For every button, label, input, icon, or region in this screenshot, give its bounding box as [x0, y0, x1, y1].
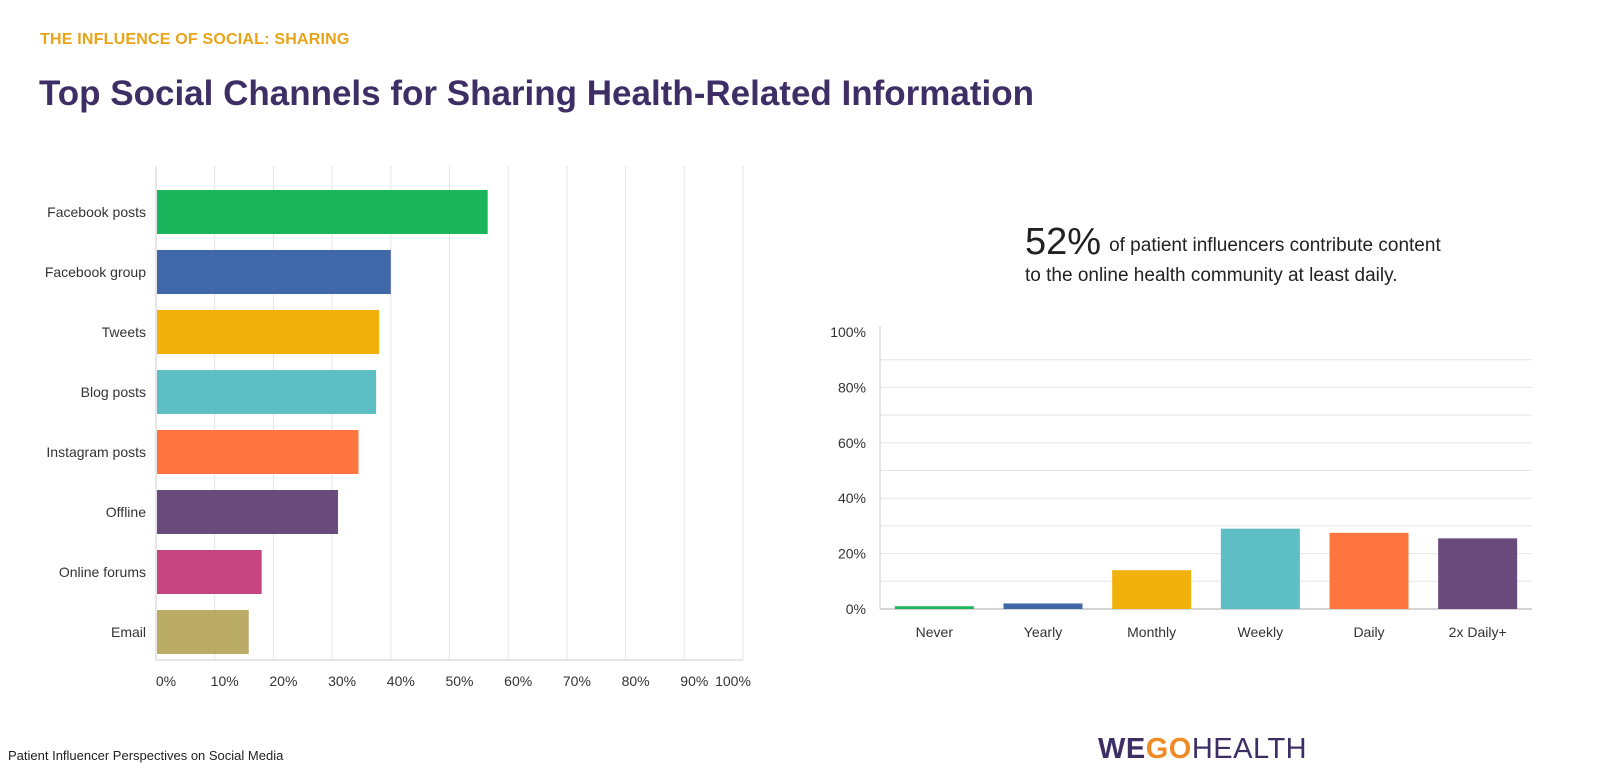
bar	[894, 606, 974, 609]
wego-health-logo: WEGOHEALTH	[1098, 733, 1308, 765]
x-tick-label: 100%	[715, 673, 751, 689]
bar	[1112, 570, 1192, 609]
category-label: Online forums	[59, 564, 146, 580]
bar	[1329, 532, 1409, 609]
category-label: Daily	[1353, 624, 1384, 640]
y-tick-label: 20%	[838, 546, 866, 562]
category-label: Yearly	[1024, 624, 1062, 640]
page-title: Top Social Channels for Sharing Health-R…	[39, 74, 1035, 113]
bar	[157, 310, 380, 354]
channels-bar-chart: 0% 10% 20% 30% 40% 50% 60% 70% 80% 90% 100% Faceboo…	[45, 166, 751, 689]
y-tick-label: 100%	[830, 324, 866, 340]
x-tick-label: 60%	[504, 673, 532, 689]
y-tick-label: 40%	[838, 490, 866, 506]
bar	[157, 550, 262, 594]
x-tick-label: 40%	[387, 673, 415, 689]
x-tick-label: 10%	[211, 673, 239, 689]
category-label: Never	[916, 624, 954, 640]
bar	[1220, 528, 1300, 609]
category-label: Monthly	[1127, 624, 1176, 640]
category-label: Email	[111, 624, 146, 640]
stat-line-1: of patient influencers contribute conten…	[1109, 235, 1441, 256]
category-label: Tweets	[102, 324, 146, 340]
stat-line-2: to the online health community at least …	[1025, 265, 1398, 286]
bar	[157, 430, 359, 474]
category-label: Offline	[106, 504, 146, 520]
stat-value: 52%	[1025, 221, 1102, 263]
x-tick-label: 90%	[680, 673, 708, 689]
category-label: Weekly	[1238, 624, 1284, 640]
x-tick-label: 0%	[156, 673, 176, 689]
bar	[157, 250, 391, 294]
category-label: 2x Daily+	[1449, 624, 1507, 640]
category-label: Facebook group	[45, 264, 146, 280]
x-tick-label: 50%	[445, 673, 473, 689]
bar	[1438, 538, 1518, 609]
x-tick-label: 80%	[622, 673, 650, 689]
bar	[157, 190, 488, 234]
stat-callout: 52% of patient influencers contribute con…	[1025, 223, 1441, 291]
frequency-bar-chart: 0% 20% 40% 60% 80% 100% Never Yearly Monthly Week…	[830, 324, 1532, 640]
y-tick-label: 60%	[838, 435, 866, 451]
bar	[157, 490, 338, 534]
x-tick-label: 70%	[563, 673, 591, 689]
y-tick-label: 80%	[838, 379, 866, 395]
x-tick-label: 30%	[328, 673, 356, 689]
bar	[1003, 603, 1083, 609]
category-label: Facebook posts	[47, 204, 146, 220]
category-label: Instagram posts	[46, 444, 146, 460]
bar	[157, 610, 249, 654]
bar	[157, 370, 377, 414]
y-tick-label: 0%	[846, 601, 866, 617]
category-label: Blog posts	[81, 384, 146, 400]
section-eyebrow: THE INFLUENCE OF SOCIAL: SHARING	[40, 31, 350, 48]
source-caption: Patient Influencer Perspectives on Socia…	[8, 748, 284, 763]
x-tick-label: 20%	[269, 673, 297, 689]
